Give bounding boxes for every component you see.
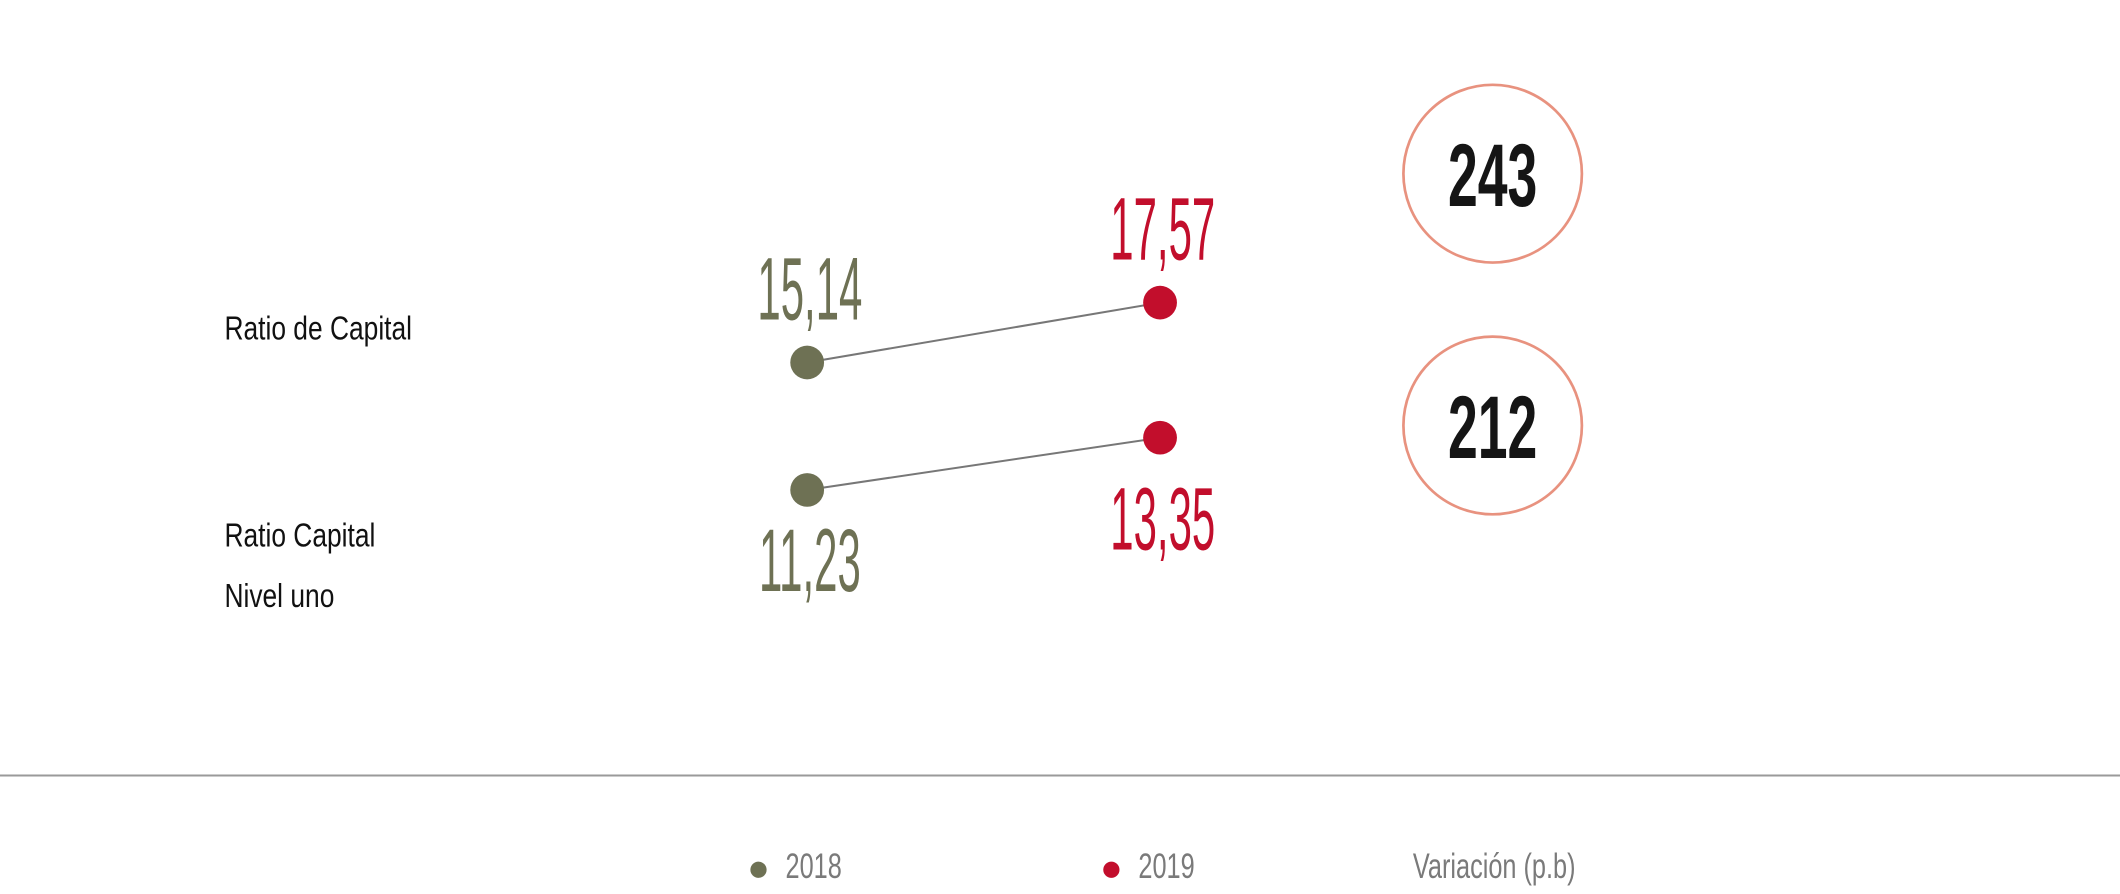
- dot: [790, 473, 825, 507]
- legend-label: Variación (p.b): [1413, 847, 1576, 886]
- legend-dot: [1103, 861, 1120, 878]
- value-label: 13,35: [1110, 469, 1215, 569]
- category-label: Ratio de Capital: [224, 309, 413, 348]
- variation-value: 212: [1448, 378, 1537, 477]
- value-label: 17,57: [1110, 179, 1215, 279]
- value-label: 11,23: [759, 510, 861, 610]
- legend-dot: [750, 861, 767, 878]
- dot: [1143, 285, 1177, 320]
- variation-value: 243: [1448, 126, 1537, 225]
- dot: [790, 345, 825, 380]
- category-box: Ratio de Capital: [224, 309, 413, 348]
- legend-label: 2018: [786, 847, 842, 886]
- variation-circle: [1402, 83, 1584, 264]
- legend-label: 2019: [1138, 847, 1194, 886]
- legend-group: 2018: [786, 847, 842, 886]
- category-label: Ratio Capital Nivel uno: [224, 517, 376, 616]
- value-label: 15,14: [757, 239, 862, 339]
- variation-value-group: 243: [1448, 126, 1537, 225]
- value-label-group: 13,35: [1110, 469, 1215, 569]
- value-label-group: 17,57: [1110, 179, 1215, 279]
- value-label-group: 11,23: [759, 510, 861, 610]
- legend-group: 2019: [1138, 847, 1194, 886]
- connector: [807, 436, 1161, 491]
- variation-value-group: 212: [1448, 378, 1537, 477]
- connector: [806, 301, 1161, 364]
- category-box: Ratio Capital Nivel uno: [224, 517, 376, 616]
- dot: [1143, 420, 1177, 455]
- variation-circle: [1402, 335, 1584, 516]
- value-label-group: 15,14: [757, 239, 862, 339]
- legend-group: Variación (p.b): [1413, 847, 1576, 886]
